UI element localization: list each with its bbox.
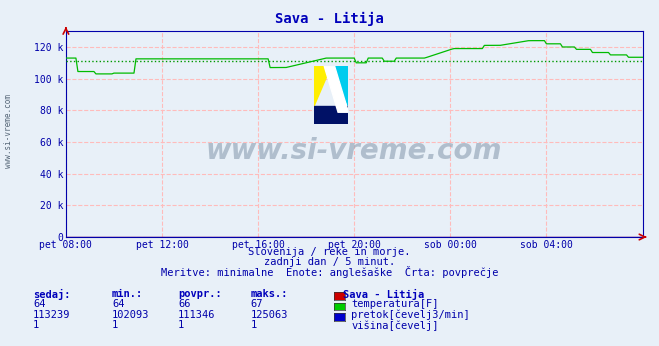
Text: 64: 64 [112, 299, 125, 309]
Text: temperatura[F]: temperatura[F] [351, 299, 439, 309]
Text: zadnji dan / 5 minut.: zadnji dan / 5 minut. [264, 257, 395, 267]
Text: Sava - Litija: Sava - Litija [343, 289, 424, 300]
Text: Sava - Litija: Sava - Litija [275, 12, 384, 26]
Text: maks.:: maks.: [250, 289, 288, 299]
Text: www.si-vreme.com: www.si-vreme.com [206, 137, 502, 165]
Text: www.si-vreme.com: www.si-vreme.com [4, 94, 13, 169]
Text: 1: 1 [178, 320, 184, 330]
Text: sedaj:: sedaj: [33, 289, 71, 300]
Text: 125063: 125063 [250, 310, 288, 320]
Text: 111346: 111346 [178, 310, 215, 320]
Text: 1: 1 [33, 320, 39, 330]
Text: pretok[čevelj3/min]: pretok[čevelj3/min] [351, 310, 470, 320]
Text: 102093: 102093 [112, 310, 150, 320]
Text: povpr.:: povpr.: [178, 289, 221, 299]
Text: 1: 1 [250, 320, 256, 330]
Text: Slovenija / reke in morje.: Slovenija / reke in morje. [248, 247, 411, 257]
Text: min.:: min.: [112, 289, 143, 299]
Text: 66: 66 [178, 299, 190, 309]
Text: Meritve: minimalne  Enote: anglešaške  Črta: povprečje: Meritve: minimalne Enote: anglešaške Črt… [161, 266, 498, 278]
Text: 1: 1 [112, 320, 118, 330]
Text: višina[čevelj]: višina[čevelj] [351, 320, 439, 330]
Text: 64: 64 [33, 299, 45, 309]
Text: 67: 67 [250, 299, 263, 309]
Text: 113239: 113239 [33, 310, 71, 320]
